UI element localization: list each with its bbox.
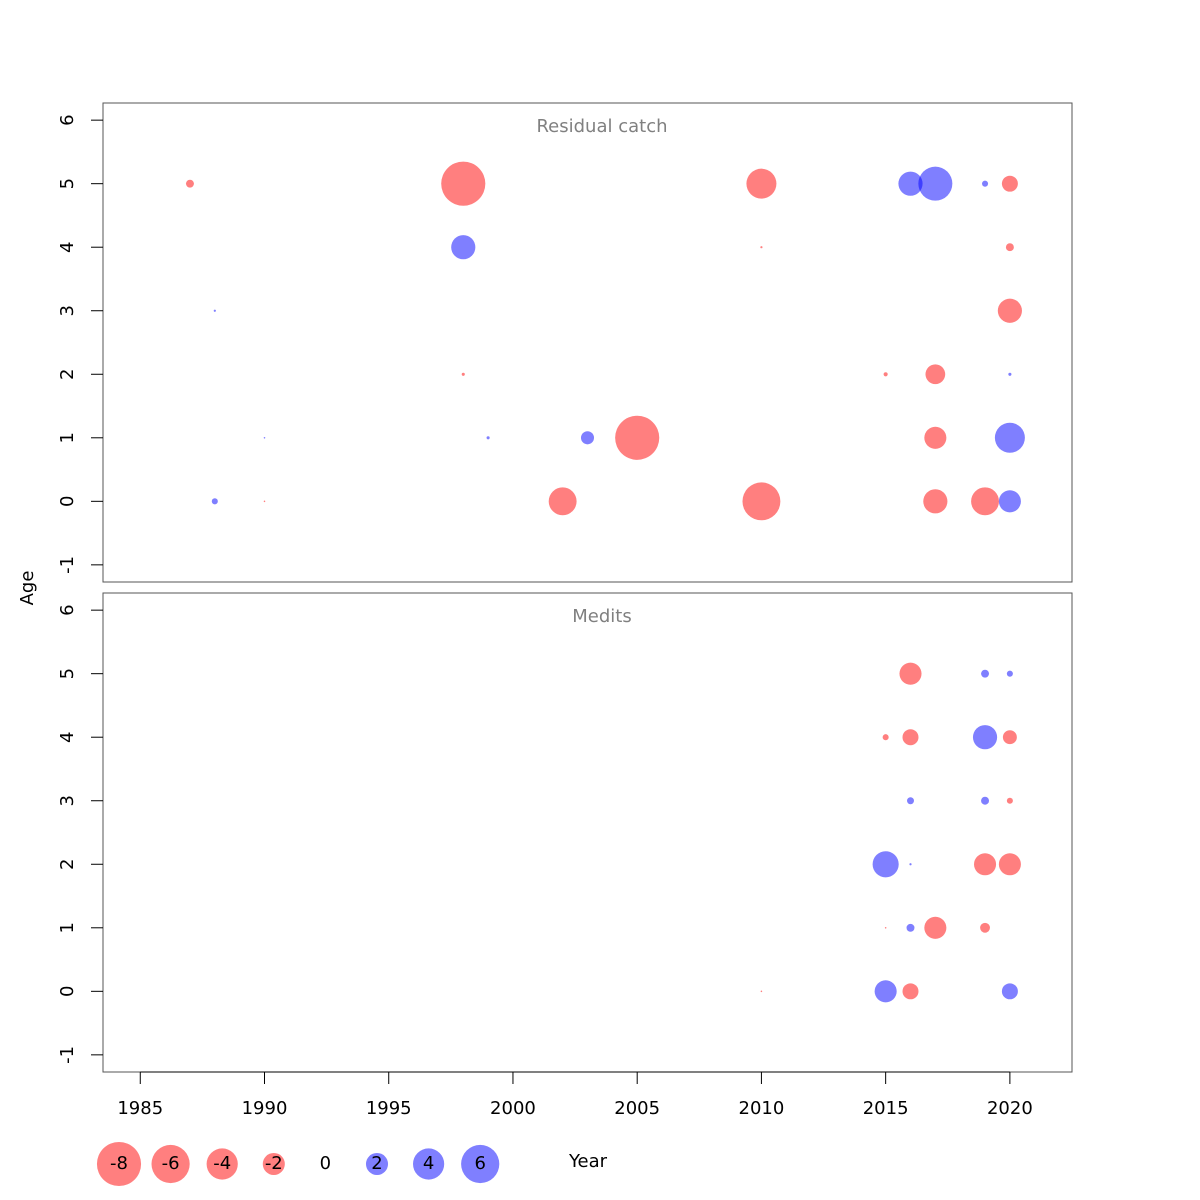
bubble <box>998 490 1021 513</box>
bubble <box>981 796 990 805</box>
x-tick-label: 1995 <box>366 1098 412 1119</box>
bubble <box>548 487 577 516</box>
y-tick-label: -1 <box>57 1046 78 1064</box>
bubble <box>994 422 1025 453</box>
bubble <box>902 729 919 746</box>
bubble <box>907 797 914 805</box>
bubble <box>1006 797 1013 804</box>
bubble <box>982 180 989 187</box>
bubble <box>998 853 1021 876</box>
legend-bubble <box>413 1148 445 1180</box>
bubble <box>580 431 595 445</box>
bubble <box>972 725 998 750</box>
bubble <box>211 498 218 505</box>
bubble <box>902 983 919 1000</box>
bubble <box>746 168 777 199</box>
y-tick-label: 3 <box>57 795 78 806</box>
bubble <box>1001 983 1018 1000</box>
x-axis-label: Year <box>568 1151 608 1172</box>
panel-title: Residual catch <box>536 116 667 137</box>
y-tick-label: 2 <box>57 859 78 870</box>
y-tick-label: 3 <box>57 305 78 316</box>
legend-label: 4 <box>423 1153 434 1174</box>
y-tick-label: 0 <box>57 986 78 997</box>
bubble <box>918 166 953 201</box>
y-tick-label: 0 <box>57 496 78 507</box>
panel-title: Medits <box>572 606 631 627</box>
legend-label: -6 <box>162 1153 180 1174</box>
legend-bubble <box>151 1144 190 1184</box>
legend-bubble <box>262 1152 285 1176</box>
bubble <box>981 669 990 678</box>
bubble <box>872 851 899 878</box>
bubble <box>923 489 948 514</box>
bubble <box>874 980 897 1003</box>
panel-frame <box>102 592 1073 1073</box>
bubble <box>906 923 915 932</box>
legend-label: -4 <box>213 1153 231 1174</box>
legend-bubble <box>206 1148 238 1180</box>
legend-label: -2 <box>265 1153 283 1174</box>
x-tick-label: 2020 <box>987 1098 1033 1119</box>
bubble <box>1002 730 1017 745</box>
bubble <box>1001 175 1018 192</box>
y-tick-label: 6 <box>57 114 78 125</box>
legend-label: 6 <box>474 1153 485 1174</box>
bubble <box>997 298 1022 323</box>
bubble <box>924 916 947 939</box>
y-tick-label: 4 <box>57 731 78 742</box>
legend-label: 0 <box>320 1153 331 1174</box>
x-tick-label: 2000 <box>490 1098 536 1119</box>
legend-bubble <box>96 1141 142 1187</box>
bubble <box>213 309 216 312</box>
x-tick-label: 2005 <box>614 1098 660 1119</box>
bubble <box>441 161 486 206</box>
y-tick-label: 5 <box>57 668 78 679</box>
y-tick-label: 5 <box>57 178 78 189</box>
bubble <box>742 482 781 521</box>
bubble <box>1005 243 1014 252</box>
y-tick-label: 2 <box>57 369 78 380</box>
bubble <box>1006 670 1013 677</box>
bubble <box>486 436 490 440</box>
x-tick-label: 2010 <box>739 1098 785 1119</box>
bubble <box>1008 372 1012 376</box>
legend-label: -8 <box>110 1153 128 1174</box>
y-tick-label: 4 <box>57 241 78 252</box>
bubble <box>971 487 999 516</box>
y-tick-label: 1 <box>57 432 78 443</box>
y-tick-label: -1 <box>57 556 78 574</box>
bubble <box>898 171 923 196</box>
y-axis-label: Age <box>17 571 38 606</box>
bubble <box>263 500 266 503</box>
bubble <box>615 415 660 460</box>
legend-bubble <box>365 1152 389 1176</box>
bubble <box>883 372 888 377</box>
bubble <box>974 853 997 876</box>
bubble <box>461 372 465 376</box>
bubble <box>760 246 763 249</box>
legend-label: 2 <box>371 1153 382 1174</box>
bubble <box>884 927 887 929</box>
legend-bubble <box>461 1144 500 1184</box>
x-tick-label: 2015 <box>863 1098 909 1119</box>
bubble <box>451 235 476 260</box>
x-tick-label: 1990 <box>242 1098 288 1119</box>
bubble <box>899 662 922 685</box>
y-tick-label: 6 <box>57 604 78 615</box>
bubble <box>925 364 946 385</box>
bubble <box>909 863 912 866</box>
bubble <box>760 990 763 993</box>
bubble <box>980 922 990 933</box>
bubble <box>882 734 889 741</box>
y-tick-label: 1 <box>57 922 78 933</box>
x-tick-label: 1985 <box>117 1098 163 1119</box>
panel-frame <box>102 102 1073 583</box>
bubble <box>185 179 194 188</box>
bubble <box>924 426 947 449</box>
bubble <box>263 437 266 439</box>
